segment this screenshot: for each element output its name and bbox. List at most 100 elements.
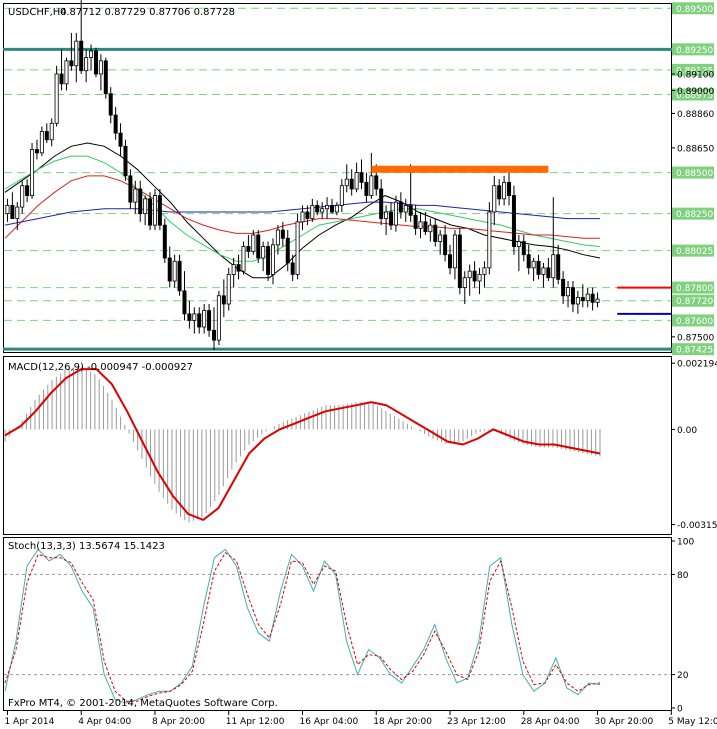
candle-body xyxy=(10,205,15,219)
candle-body xyxy=(118,132,123,147)
macd-panel-frame xyxy=(3,356,672,535)
stoch-tick-label: 20 xyxy=(677,671,689,681)
candle-body xyxy=(202,310,207,328)
candle-body xyxy=(521,241,526,256)
candle-body xyxy=(482,267,487,275)
candle-body xyxy=(423,221,428,233)
candle-body xyxy=(561,278,566,297)
candle-body xyxy=(177,260,182,292)
candle-body xyxy=(320,208,325,213)
candle-body xyxy=(256,234,261,259)
candle-body xyxy=(364,182,369,196)
price-label: 0.88975 xyxy=(676,91,713,101)
candle-body xyxy=(403,205,408,213)
candle-body xyxy=(438,234,443,242)
candle-body xyxy=(15,206,20,219)
candle-body xyxy=(123,145,128,177)
candle-body xyxy=(25,185,30,196)
stoch-panel: 100 80 20 0 xyxy=(4,538,694,715)
price-label: 0.88500 xyxy=(676,169,713,179)
candle-body xyxy=(531,260,536,269)
candle-body xyxy=(251,234,256,252)
price-label: 0.89100 xyxy=(677,71,714,81)
price-label-box xyxy=(672,244,714,257)
candle-body xyxy=(428,224,433,233)
candle-body xyxy=(266,246,271,275)
candle-body xyxy=(354,172,359,190)
time-label: 11 Apr 12:00 xyxy=(226,717,285,727)
stoch-tick-label: 0 xyxy=(677,705,683,715)
price-label-box xyxy=(672,88,714,101)
candle-body xyxy=(246,246,251,252)
time-label: 4 Apr 04:00 xyxy=(78,717,131,727)
price-label: 0.88650 xyxy=(677,144,714,154)
candle-body xyxy=(384,211,389,219)
price-label-box xyxy=(672,207,714,220)
macd-signal-line xyxy=(4,368,601,522)
candle-body xyxy=(492,185,497,213)
stoch-tick-label: 80 xyxy=(677,571,689,581)
candle-body xyxy=(207,310,212,331)
candle-body xyxy=(310,205,315,219)
candle-body xyxy=(216,295,221,341)
macd-tick-label: 0.00 xyxy=(677,426,697,436)
candle-body xyxy=(157,195,162,226)
candle-body xyxy=(20,185,25,208)
candle-body xyxy=(467,270,472,279)
candle-body xyxy=(39,131,44,154)
candle-body xyxy=(93,50,98,75)
price-label: 0.89250 xyxy=(676,46,713,56)
candle-body xyxy=(349,178,354,190)
candle-body xyxy=(580,297,585,302)
price-label: 0.89000 xyxy=(677,87,714,97)
candle-body xyxy=(556,254,561,280)
stoch-title: Stoch(13,3,3) 13.5674 15.1423 xyxy=(8,541,165,552)
candle-body xyxy=(275,229,280,246)
candle-body xyxy=(84,57,89,72)
macd-tick-label: 0.002194 xyxy=(677,360,717,370)
stoch-panel-frame xyxy=(3,537,672,711)
candle-body xyxy=(74,40,79,67)
price-label-box xyxy=(672,43,714,56)
candle-body xyxy=(89,50,94,58)
candle-body xyxy=(49,122,54,141)
candle-body xyxy=(570,287,575,305)
candle-body xyxy=(261,246,266,259)
candle-body xyxy=(79,40,84,72)
stoch-signal-line xyxy=(4,551,601,702)
candle-body xyxy=(285,237,290,264)
candle-body xyxy=(477,274,482,282)
candle-body xyxy=(334,205,339,213)
candle-body xyxy=(418,221,423,229)
candle-body xyxy=(457,234,462,288)
candle-body xyxy=(197,313,202,328)
stoch-main-line xyxy=(4,548,601,704)
price-label-box xyxy=(672,314,714,327)
candle-body xyxy=(330,205,335,213)
stoch-tick-label: 100 xyxy=(677,538,694,548)
candle-body xyxy=(344,178,349,187)
candle-body xyxy=(359,172,364,183)
time-axis: 1 Apr 2014 4 Apr 04:00 8 Apr 20:00 11 Apr 1… xyxy=(4,711,717,727)
time-label: 8 Apr 20:00 xyxy=(152,717,205,727)
candle-body xyxy=(54,73,59,124)
candle-body xyxy=(379,188,384,219)
candle-body xyxy=(113,114,118,134)
candle-body xyxy=(393,201,398,226)
candle-body xyxy=(182,290,187,315)
candle-body xyxy=(585,293,590,302)
price-label: 0.87425 xyxy=(676,346,713,356)
candle-body xyxy=(167,257,172,282)
candle-body xyxy=(152,195,157,226)
price-label-box xyxy=(672,281,714,294)
candle-body xyxy=(187,313,192,321)
candle-body xyxy=(128,175,133,203)
candle-body xyxy=(526,254,531,269)
candle-body xyxy=(192,313,197,321)
candle-body xyxy=(236,264,241,272)
time-label: 1 Apr 2014 xyxy=(4,717,54,727)
candle-body xyxy=(280,229,285,239)
